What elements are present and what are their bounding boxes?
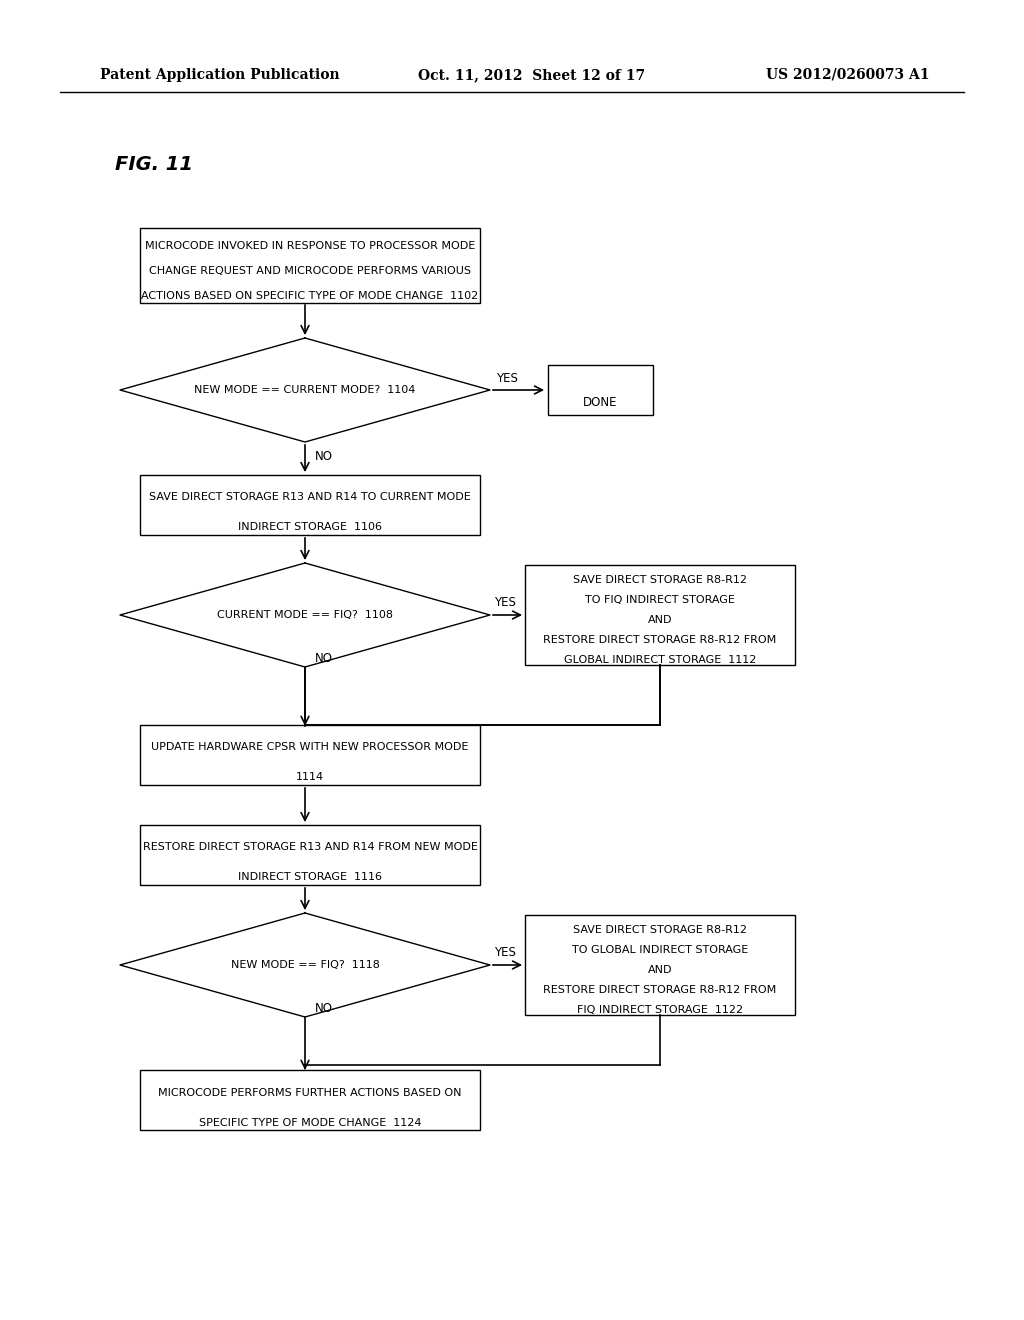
Text: SAVE DIRECT STORAGE R8-R12: SAVE DIRECT STORAGE R8-R12	[573, 925, 746, 935]
Text: AND: AND	[648, 615, 672, 624]
Text: CURRENT MODE == FIQ?  1108: CURRENT MODE == FIQ? 1108	[217, 610, 393, 620]
Text: INDIRECT STORAGE  1116: INDIRECT STORAGE 1116	[238, 873, 382, 883]
Text: FIQ INDIRECT STORAGE  1122: FIQ INDIRECT STORAGE 1122	[577, 1005, 743, 1015]
Text: CHANGE REQUEST AND MICROCODE PERFORMS VARIOUS: CHANGE REQUEST AND MICROCODE PERFORMS VA…	[150, 267, 471, 276]
Text: NO: NO	[315, 1002, 333, 1015]
Text: MICROCODE PERFORMS FURTHER ACTIONS BASED ON: MICROCODE PERFORMS FURTHER ACTIONS BASED…	[159, 1088, 462, 1097]
Text: NO: NO	[315, 652, 333, 664]
Text: TO GLOBAL INDIRECT STORAGE: TO GLOBAL INDIRECT STORAGE	[571, 945, 749, 954]
Text: INDIRECT STORAGE  1106: INDIRECT STORAGE 1106	[238, 523, 382, 532]
Text: YES: YES	[494, 946, 516, 960]
Text: 1114: 1114	[296, 772, 324, 783]
Text: SAVE DIRECT STORAGE R8-R12: SAVE DIRECT STORAGE R8-R12	[573, 576, 746, 585]
Text: NEW MODE == CURRENT MODE?  1104: NEW MODE == CURRENT MODE? 1104	[195, 385, 416, 395]
Text: SAVE DIRECT STORAGE R13 AND R14 TO CURRENT MODE: SAVE DIRECT STORAGE R13 AND R14 TO CURRE…	[150, 492, 471, 503]
Bar	[140, 725, 480, 785]
Polygon shape	[120, 338, 490, 442]
Text: DONE: DONE	[583, 396, 617, 409]
Text: Patent Application Publication: Patent Application Publication	[100, 69, 340, 82]
Text: GLOBAL INDIRECT STORAGE  1112: GLOBAL INDIRECT STORAGE 1112	[564, 655, 756, 665]
Text: UPDATE HARDWARE CPSR WITH NEW PROCESSOR MODE: UPDATE HARDWARE CPSR WITH NEW PROCESSOR …	[152, 742, 469, 752]
Text: Oct. 11, 2012  Sheet 12 of 17: Oct. 11, 2012 Sheet 12 of 17	[419, 69, 645, 82]
Bar	[140, 475, 480, 535]
Text: MICROCODE INVOKED IN RESPONSE TO PROCESSOR MODE: MICROCODE INVOKED IN RESPONSE TO PROCESS…	[144, 242, 475, 251]
Text: AND: AND	[648, 965, 672, 975]
Bar	[140, 825, 480, 884]
Text: NEW MODE == FIQ?  1118: NEW MODE == FIQ? 1118	[230, 960, 380, 970]
Text: YES: YES	[496, 371, 518, 384]
Bar	[548, 366, 652, 414]
Text: RESTORE DIRECT STORAGE R8-R12 FROM: RESTORE DIRECT STORAGE R8-R12 FROM	[544, 985, 776, 995]
Bar	[140, 227, 480, 302]
Text: YES: YES	[494, 597, 516, 610]
Text: NO: NO	[315, 450, 333, 462]
Bar	[525, 915, 795, 1015]
Bar	[525, 565, 795, 665]
Polygon shape	[120, 913, 490, 1016]
Text: SPECIFIC TYPE OF MODE CHANGE  1124: SPECIFIC TYPE OF MODE CHANGE 1124	[199, 1118, 421, 1127]
Bar	[140, 1071, 480, 1130]
Text: RESTORE DIRECT STORAGE R13 AND R14 FROM NEW MODE: RESTORE DIRECT STORAGE R13 AND R14 FROM …	[142, 842, 477, 853]
Text: RESTORE DIRECT STORAGE R8-R12 FROM: RESTORE DIRECT STORAGE R8-R12 FROM	[544, 635, 776, 645]
Text: ACTIONS BASED ON SPECIFIC TYPE OF MODE CHANGE  1102: ACTIONS BASED ON SPECIFIC TYPE OF MODE C…	[141, 292, 478, 301]
Text: FIG. 11: FIG. 11	[115, 156, 193, 174]
Polygon shape	[120, 564, 490, 667]
Text: US 2012/0260073 A1: US 2012/0260073 A1	[766, 69, 929, 82]
Text: TO FIQ INDIRECT STORAGE: TO FIQ INDIRECT STORAGE	[585, 595, 735, 605]
